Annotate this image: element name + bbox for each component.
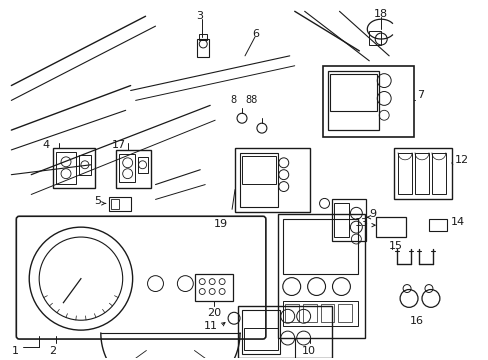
Bar <box>137 157 147 173</box>
Bar <box>111 199 119 209</box>
Bar <box>428 219 446 231</box>
Bar <box>282 301 358 326</box>
Text: 17: 17 <box>111 140 125 150</box>
Text: 11: 11 <box>203 321 218 331</box>
Bar <box>119 154 134 181</box>
Text: 4: 4 <box>42 140 50 150</box>
Text: 1: 1 <box>11 346 18 356</box>
Text: 16: 16 <box>409 316 423 326</box>
Text: 12: 12 <box>454 155 468 165</box>
Text: 10: 10 <box>301 346 315 356</box>
Bar <box>244 328 277 350</box>
Bar <box>327 71 379 130</box>
Bar <box>393 148 451 199</box>
Bar <box>302 305 316 322</box>
Bar <box>53 148 95 188</box>
Bar <box>277 214 365 338</box>
Bar <box>338 305 352 322</box>
Bar <box>431 153 445 194</box>
Text: 9: 9 <box>368 209 376 219</box>
Text: 20: 20 <box>207 309 221 318</box>
Bar <box>334 203 349 237</box>
Bar <box>320 305 334 322</box>
Bar <box>368 31 381 45</box>
Bar <box>199 34 207 40</box>
Text: 13: 13 <box>355 218 368 228</box>
Bar <box>414 153 428 194</box>
Text: 88: 88 <box>245 95 258 105</box>
Text: 6: 6 <box>251 29 259 39</box>
Bar <box>197 39 209 57</box>
Text: 14: 14 <box>450 217 464 227</box>
Bar <box>116 150 150 188</box>
Text: 3: 3 <box>195 11 203 21</box>
Bar <box>242 156 275 184</box>
Bar <box>284 305 298 322</box>
Bar <box>108 197 130 211</box>
Bar <box>235 148 309 212</box>
Bar <box>238 306 332 358</box>
Bar <box>56 152 76 184</box>
Bar <box>322 66 413 137</box>
Text: 2: 2 <box>49 346 56 356</box>
Bar <box>329 74 376 111</box>
Text: 8: 8 <box>229 95 236 105</box>
Bar <box>397 153 411 194</box>
Bar <box>240 153 277 207</box>
Text: 7: 7 <box>416 90 423 100</box>
Bar <box>242 310 279 354</box>
Text: 19: 19 <box>214 219 227 229</box>
Text: 18: 18 <box>373 9 387 19</box>
Bar <box>282 219 358 274</box>
Bar <box>375 217 405 237</box>
Text: 15: 15 <box>388 241 402 251</box>
Text: 5: 5 <box>94 197 101 206</box>
Bar <box>331 199 366 241</box>
Bar <box>195 274 233 301</box>
Bar <box>79 155 91 175</box>
